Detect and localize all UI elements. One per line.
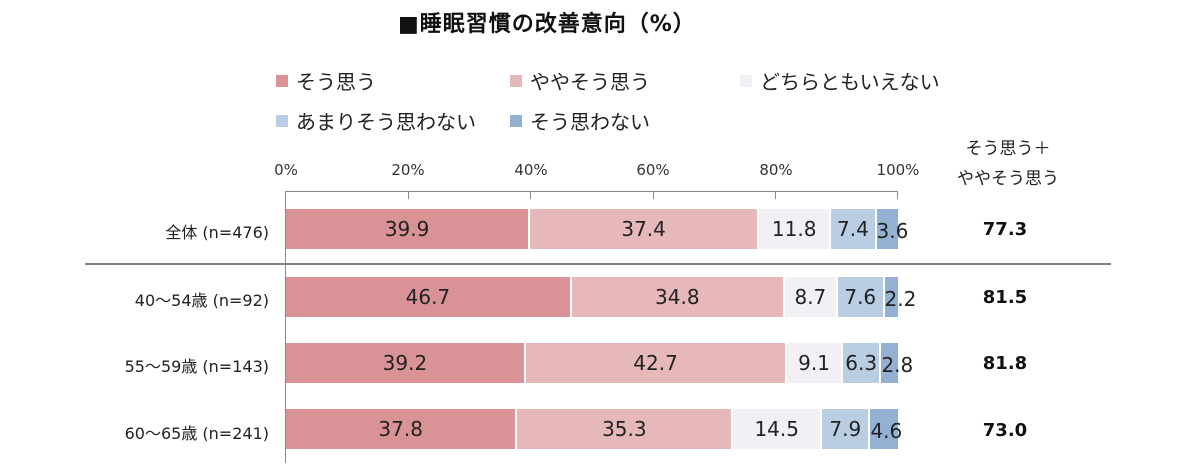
x-axis-line: [285, 191, 897, 192]
x-axis-tick: [408, 191, 409, 199]
row-label-60-65: 60～65歳 (n=241): [124, 424, 269, 443]
segment-value: 14.5: [754, 417, 799, 441]
segment-value: 37.4: [621, 217, 666, 241]
bar-row-overall: 39.9 37.4 11.8 7.4 3.6: [286, 209, 908, 249]
overall-separator-line: [85, 263, 1111, 265]
legend-item-agree: そう思う: [276, 66, 376, 95]
bar-segment-somewhat-agree: 34.8: [571, 277, 785, 317]
segment-value: 9.1: [798, 351, 830, 375]
chart-title: ■睡眠習慣の改善意向（%）: [398, 12, 696, 37]
x-tick-label: 20%: [391, 161, 425, 179]
sum-header-line1: そう思う＋: [965, 139, 1051, 159]
bar-row-60-65: 37.8 35.3 14.5 7.9 4.6: [286, 409, 902, 449]
segment-value: 4.6: [870, 419, 903, 443]
segment-value: 3.6: [876, 219, 909, 243]
segment-value: 35.3: [602, 417, 647, 441]
sum-value-40-54: 81.5: [982, 287, 1028, 308]
sum-value-55-59: 81.8: [982, 353, 1028, 374]
segment-value: 8.7: [794, 285, 827, 309]
bar-segment-somewhat-disagree: 6.3: [842, 343, 882, 383]
bar-segment-somewhat-agree: 37.4: [530, 209, 760, 249]
segment-value: 42.7: [633, 351, 678, 375]
bar-row-55-59: 39.2 42.7 9.1 6.3 2.8: [286, 343, 913, 383]
segment-value: 39.2: [382, 351, 428, 375]
row-label-overall: 全体 (n=476): [165, 223, 269, 242]
legend-label: ややそう思う: [530, 70, 650, 94]
legend-item-disagree: そう思わない: [510, 106, 650, 135]
legend-swatch-icon: [276, 74, 288, 87]
bar-segment-disagree: 4.6: [870, 409, 902, 449]
legend-swatch-icon: [510, 74, 522, 87]
x-axis-tick: [775, 191, 776, 199]
legend-label: そう思わない: [530, 110, 650, 134]
x-axis-tick: [897, 191, 898, 199]
bar-segment-disagree: 2.8: [881, 343, 913, 383]
legend-swatch-icon: [276, 114, 288, 127]
row-label-55-59: 55～59歳 (n=143): [124, 357, 269, 376]
x-axis-tick: [653, 191, 654, 199]
bar-segment-agree: 37.8: [286, 409, 518, 449]
segment-value: 2.2: [884, 287, 917, 311]
bar-segment-somewhat-disagree: 7.4: [831, 209, 877, 249]
segment-value: 7.4: [837, 217, 869, 241]
segment-value: 34.8: [655, 285, 700, 309]
bar-segment-neutral: 11.8: [759, 209, 832, 249]
legend-item-somewhat-agree: ややそう思う: [510, 66, 650, 95]
legend-label: あまりそう思わない: [296, 110, 476, 134]
bar-segment-agree: 39.2: [286, 343, 526, 383]
legend-swatch-icon: [740, 74, 752, 87]
bar-segment-somewhat-agree: 42.7: [525, 343, 788, 383]
segment-value: 11.8: [771, 217, 817, 241]
x-tick-label: 0%: [274, 161, 298, 179]
y-axis-line: [285, 191, 286, 463]
x-axis-tick: [530, 191, 531, 199]
bar-segment-disagree: 2.2: [884, 277, 916, 317]
sum-column-header: そう思う＋ ややそう思う: [948, 134, 1068, 194]
x-tick-label: 40%: [514, 161, 548, 179]
segment-value: 2.8: [881, 353, 914, 377]
segment-value: 46.7: [405, 285, 451, 309]
bar-segment-neutral: 8.7: [784, 277, 838, 317]
segment-value: 7.6: [844, 285, 877, 309]
segment-value: 6.3: [845, 351, 878, 375]
bar-row-40-54: 46.7 34.8 8.7 7.6 2.2: [286, 277, 916, 317]
segment-value: 39.9: [384, 217, 430, 241]
bar-segment-agree: 46.7: [286, 277, 572, 317]
sum-value-overall: 77.3: [982, 219, 1028, 240]
x-tick-label: 100%: [876, 161, 920, 179]
bar-segment-neutral: 14.5: [733, 409, 823, 449]
bar-segment-neutral: 9.1: [787, 343, 843, 383]
sum-header-line2: ややそう思う: [957, 169, 1059, 189]
segment-value: 7.9: [829, 417, 862, 441]
row-label-40-54: 40～54歳 (n=92): [134, 291, 269, 310]
bar-segment-somewhat-disagree: 7.6: [838, 277, 885, 317]
x-tick-label: 60%: [636, 161, 670, 179]
legend-label: そう思う: [296, 70, 376, 94]
sum-value-60-65: 73.0: [982, 420, 1028, 441]
bar-segment-somewhat-disagree: 7.9: [822, 409, 871, 449]
legend-label: どちらともいえない: [760, 70, 940, 94]
bar-segment-somewhat-agree: 35.3: [517, 409, 734, 449]
bar-segment-agree: 39.9: [286, 209, 531, 249]
legend-item-neutral: どちらともいえない: [740, 66, 940, 95]
legend-item-somewhat-disagree: あまりそう思わない: [276, 106, 476, 135]
x-tick-label: 80%: [759, 161, 793, 179]
bar-segment-disagree: 3.6: [876, 209, 908, 249]
legend-swatch-icon: [510, 114, 522, 127]
segment-value: 37.8: [378, 417, 423, 441]
